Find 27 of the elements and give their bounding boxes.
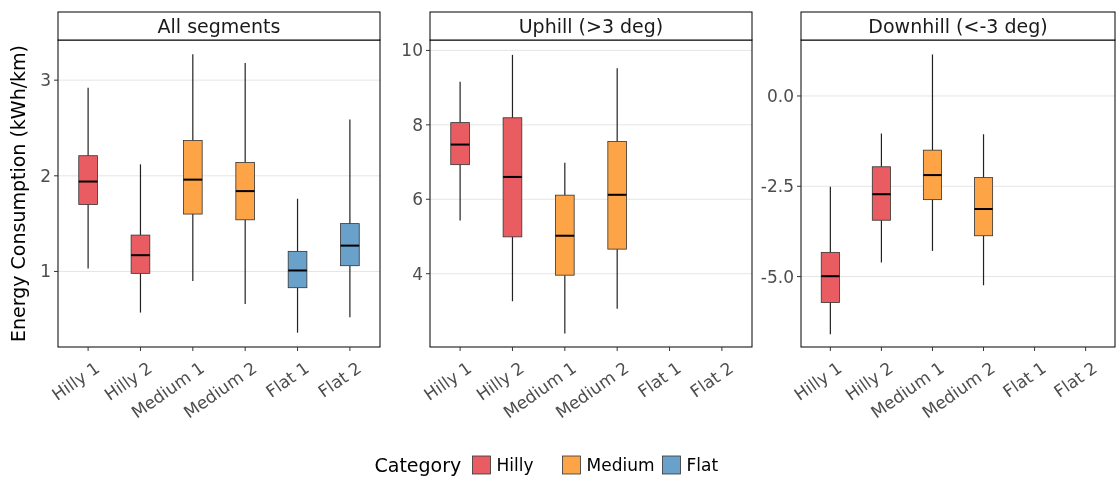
x-tick-label: Flat 2 bbox=[314, 357, 366, 402]
legend-label: Medium bbox=[586, 454, 655, 475]
y-tick-label: -5.0 bbox=[760, 266, 794, 287]
x-tick-label: Flat 1 bbox=[634, 357, 685, 402]
chart-title: Uphill (>3 deg) bbox=[518, 15, 664, 37]
y-tick-label: 1 bbox=[40, 261, 51, 282]
x-tick-label: Flat 1 bbox=[262, 357, 313, 402]
legend-title: Category bbox=[374, 453, 462, 476]
x-tick-label: Flat 1 bbox=[999, 357, 1050, 402]
y-tick-label: -2.5 bbox=[760, 176, 794, 197]
y-tick-label: 2 bbox=[40, 165, 51, 186]
x-tick-label: Hilly 1 bbox=[48, 357, 104, 405]
y-axis-title: Energy Consumption (kWh/km) bbox=[7, 44, 29, 343]
chart-title: All segments bbox=[157, 15, 281, 37]
y-tick-label: 10 bbox=[401, 40, 423, 61]
x-tick-label: Flat 2 bbox=[1050, 357, 1101, 402]
legend-label: Flat bbox=[686, 454, 719, 475]
y-tick-label: 0.0 bbox=[766, 85, 794, 106]
chart-title: Downhill (<-3 deg) bbox=[868, 15, 1048, 37]
y-tick-label: 3 bbox=[40, 70, 51, 91]
y-tick-label: 8 bbox=[412, 114, 423, 135]
y-tick-label: 4 bbox=[412, 263, 423, 284]
x-tick-label: Hilly 1 bbox=[420, 357, 476, 405]
x-tick-label: Hilly 1 bbox=[790, 357, 846, 405]
y-tick-label: 6 bbox=[412, 189, 423, 210]
legend-label: Hilly bbox=[496, 454, 534, 475]
x-tick-label: Flat 2 bbox=[686, 357, 738, 402]
